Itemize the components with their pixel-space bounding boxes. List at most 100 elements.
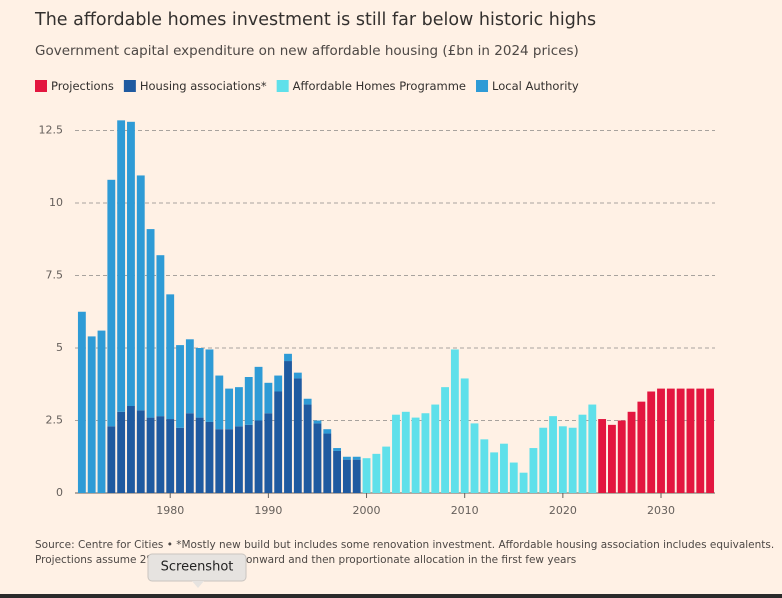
- bar: [176, 345, 184, 428]
- bar: [293, 378, 302, 493]
- bar: [293, 372, 302, 379]
- bar: [97, 330, 106, 493]
- bar: [313, 420, 322, 424]
- bar: [146, 229, 155, 418]
- bar: [284, 361, 292, 493]
- bar: [136, 410, 145, 493]
- bar: [411, 417, 420, 493]
- legend-label: Affordable Homes Programme: [293, 79, 466, 93]
- x-tick-label: 2030: [647, 504, 675, 517]
- bar: [529, 448, 538, 493]
- x-tick-label: 1980: [156, 504, 184, 517]
- bar: [490, 452, 499, 493]
- bar: [666, 388, 675, 493]
- legend-label: Housing associations*: [140, 79, 267, 93]
- bar: [195, 417, 204, 493]
- bar: [588, 404, 597, 493]
- bar: [185, 339, 194, 414]
- bar: [303, 404, 312, 493]
- bar: [136, 175, 145, 411]
- bar: [401, 411, 410, 493]
- bar: [274, 391, 283, 493]
- bar: [244, 424, 253, 493]
- bar: [254, 366, 263, 421]
- chart-subtitle: Government capital expenditure on new af…: [35, 43, 579, 59]
- x-tick-label: 2010: [451, 504, 479, 517]
- x-tick-label: 2020: [549, 504, 577, 517]
- bar: [657, 388, 665, 493]
- bar: [195, 348, 204, 418]
- bar: [215, 375, 224, 430]
- bar: [254, 420, 263, 493]
- bar: [274, 375, 283, 392]
- bar: [205, 349, 214, 422]
- bar: [87, 336, 96, 493]
- bar: [441, 387, 449, 493]
- y-tick-label: 10: [49, 196, 63, 209]
- bar: [637, 401, 646, 493]
- bar: [470, 423, 479, 493]
- bar: [352, 456, 361, 460]
- bar: [117, 120, 126, 412]
- bar: [77, 311, 86, 493]
- bar: [431, 404, 440, 493]
- y-tick-label: 5: [56, 341, 63, 354]
- bar: [608, 424, 616, 493]
- bar: [156, 255, 165, 417]
- bar: [382, 446, 391, 493]
- bar: [107, 179, 116, 427]
- bar: [598, 419, 607, 493]
- bar: [235, 426, 243, 493]
- bar: [313, 423, 322, 493]
- legend-swatch: [35, 80, 47, 92]
- bar: [205, 421, 214, 493]
- bar: [244, 377, 253, 425]
- bar: [568, 427, 577, 493]
- bar: [185, 413, 194, 493]
- bar: [225, 388, 234, 430]
- bar: [696, 388, 705, 493]
- bar: [578, 414, 587, 493]
- bottom-strip: [0, 594, 782, 598]
- bar: [156, 416, 165, 493]
- bar: [706, 388, 715, 493]
- bar: [392, 414, 400, 493]
- bar: [264, 382, 273, 414]
- bar: [235, 387, 243, 427]
- bar: [617, 420, 626, 493]
- bar: [647, 391, 656, 493]
- tooltip-text: Screenshot: [161, 560, 234, 575]
- chart-title: The affordable homes investment is still…: [34, 10, 596, 30]
- bar: [323, 433, 332, 493]
- bar: [146, 417, 155, 493]
- bar: [176, 427, 184, 493]
- legend-swatch: [476, 80, 489, 92]
- bar: [519, 472, 528, 493]
- bar: [460, 378, 469, 493]
- bar: [342, 456, 351, 460]
- bar: [352, 459, 361, 493]
- legend-swatch: [276, 80, 289, 92]
- bar: [333, 448, 342, 451]
- y-tick-label: 12.5: [39, 124, 64, 137]
- bar: [342, 459, 351, 493]
- bar: [303, 398, 312, 405]
- bar: [450, 349, 459, 493]
- bar: [333, 450, 342, 493]
- bar: [117, 411, 126, 493]
- bar: [627, 411, 636, 493]
- tooltip: Screenshot: [147, 553, 247, 588]
- bar: [539, 427, 548, 493]
- legend-swatch: [123, 80, 136, 92]
- bar: [127, 406, 135, 493]
- bar: [372, 453, 381, 493]
- bar: [362, 458, 371, 493]
- bar: [264, 413, 273, 493]
- tooltip-pointer: [192, 581, 204, 588]
- y-tick-label: 7.5: [46, 269, 64, 282]
- bar: [107, 426, 116, 493]
- bar: [166, 419, 175, 493]
- source-note: onward and then proportionate allocation…: [246, 554, 576, 566]
- source-note: Source: Centre for Cities • *Mostly new …: [35, 539, 774, 551]
